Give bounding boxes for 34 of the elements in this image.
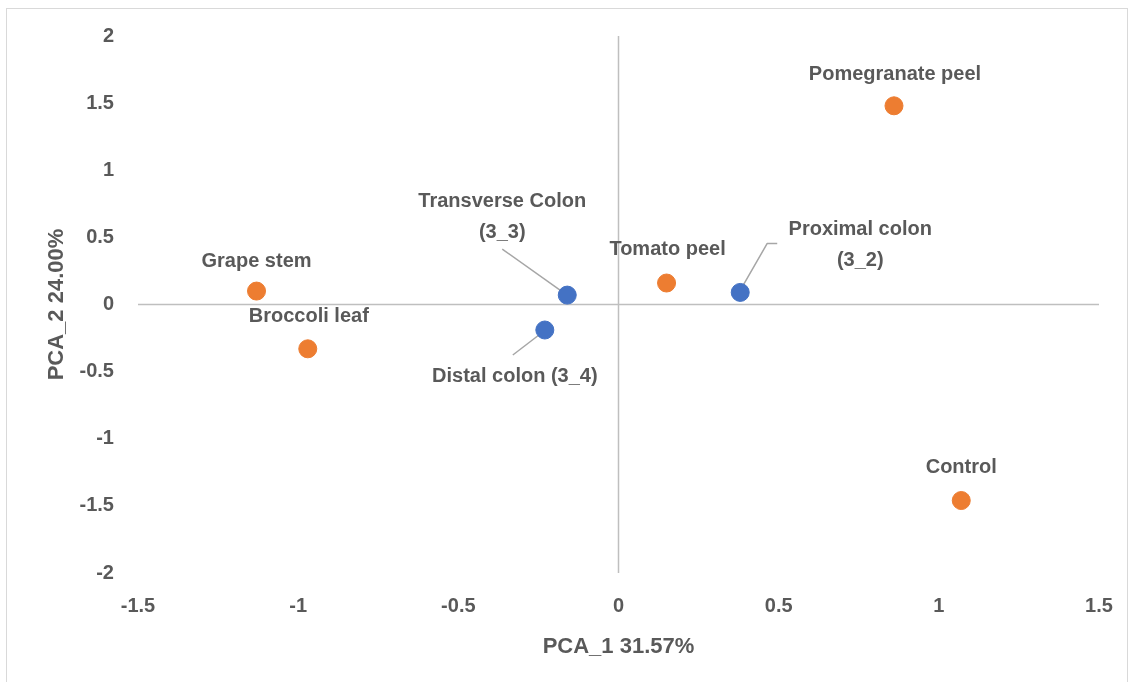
y-tick-label: 0.5: [86, 224, 114, 247]
annotation: Tomato peel: [609, 236, 726, 259]
y-tick-label: 2: [102, 23, 114, 46]
annotation: Broccoli leaf: [248, 304, 370, 327]
y-tick-label: 1: [102, 157, 114, 180]
y-tick-label: 0: [102, 292, 114, 315]
x-axis-title: PCA_1 31.57%: [542, 632, 695, 658]
y-tick-label: -2: [96, 560, 114, 583]
x-tick-label: 0: [612, 593, 625, 616]
annotation: Transverse Colon (3_3): [418, 189, 587, 243]
annotation: Control: [925, 455, 997, 478]
x-tick-label: -1.5: [120, 593, 156, 616]
x-tick-label: 1.5: [1085, 593, 1113, 616]
point: [657, 273, 677, 293]
point: [247, 281, 267, 301]
point: [557, 285, 577, 305]
y-tick-label: -0.5: [79, 359, 114, 382]
y-tick-label: -1.5: [79, 493, 114, 516]
x-tick-label: 0.5: [764, 593, 793, 616]
point: [535, 320, 555, 340]
annotation: Distal colon (3_4): [432, 363, 598, 386]
point: [884, 96, 904, 116]
point: [951, 491, 971, 511]
point: [298, 339, 318, 359]
annotation: Grape stem: [201, 248, 312, 271]
x-tick-label: -0.5: [441, 593, 476, 616]
annotation: Proximal colon (3_2): [788, 217, 932, 271]
annotation: Pomegranate peel: [808, 62, 982, 85]
x-tick-label: 1: [933, 593, 945, 616]
y-axis-title: PCA_2 24.00%: [43, 228, 69, 381]
x-tick-label: -1: [289, 593, 308, 616]
point: [730, 282, 750, 302]
y-tick-label: 1.5: [86, 90, 114, 113]
y-tick-label: -1: [96, 426, 114, 449]
